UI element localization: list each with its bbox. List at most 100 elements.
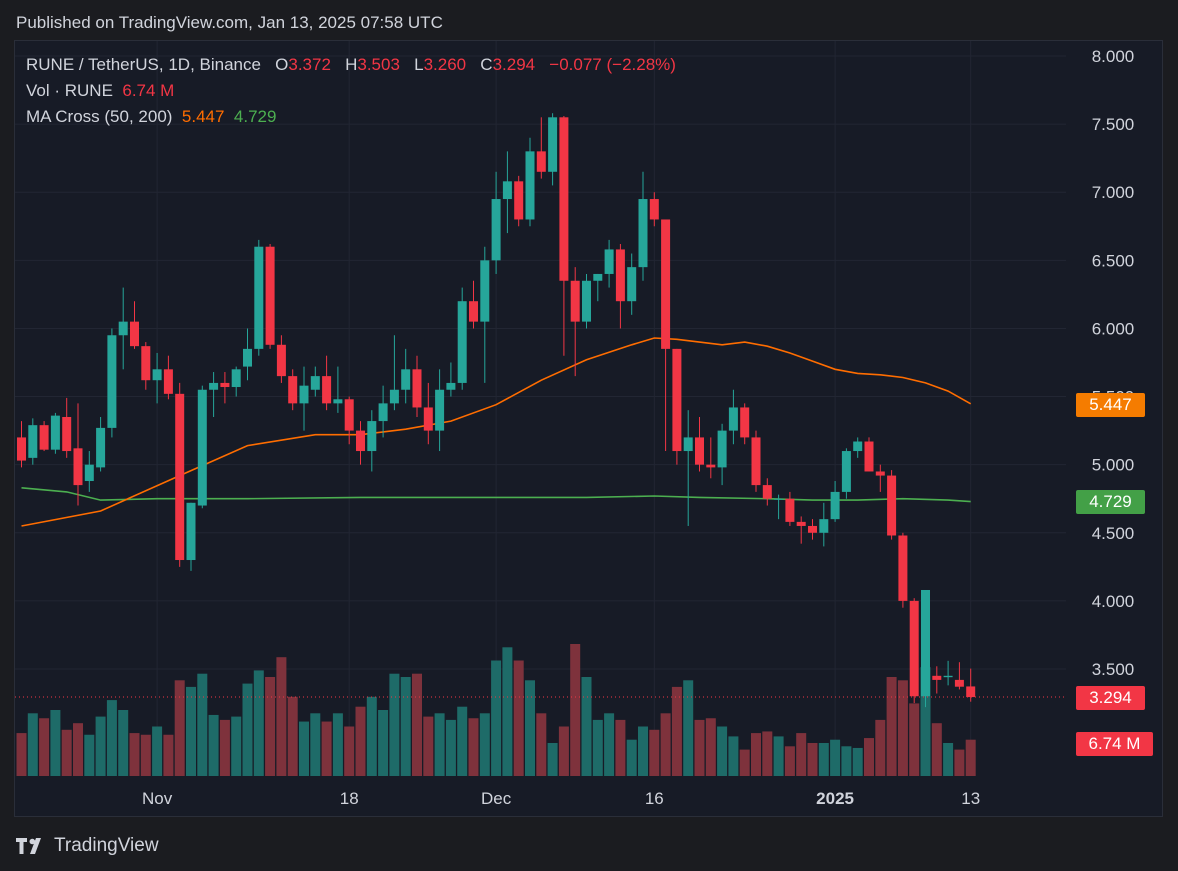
candle-body <box>525 151 535 220</box>
candle <box>310 366 320 397</box>
candle <box>299 366 309 431</box>
volume-bar <box>683 680 694 776</box>
candle <box>197 385 207 509</box>
candle <box>909 598 919 704</box>
volume-bar <box>626 739 637 776</box>
candle-body <box>830 491 840 520</box>
volume-bar <box>581 677 592 776</box>
candle-body <box>265 246 275 345</box>
volume-bar <box>378 710 389 776</box>
candle <box>570 267 580 377</box>
ma200-line <box>21 487 971 503</box>
volume-bar <box>536 713 547 776</box>
candle-body <box>898 535 908 601</box>
volume-bar <box>389 673 400 776</box>
candle-body <box>344 399 354 431</box>
volume-bar <box>27 713 38 776</box>
candle <box>830 481 840 522</box>
volume-bar <box>525 680 535 776</box>
candle-body <box>73 448 83 486</box>
candle-body <box>661 219 671 349</box>
y-tick-label: 3.500 <box>1092 660 1135 679</box>
candle <box>819 502 829 547</box>
volume-bar <box>73 723 83 776</box>
volume-bar <box>592 719 603 776</box>
legend-row-ma: MA Cross (50, 200) 5.447 4.729 <box>26 107 276 127</box>
x-tick-label: 16 <box>645 789 664 808</box>
candle <box>751 430 761 492</box>
candle-body <box>175 393 185 561</box>
candle-body <box>864 441 874 472</box>
ma50-badge: 5.447 <box>1076 393 1145 417</box>
candle <box>514 175 524 227</box>
candle <box>50 412 60 454</box>
symbol-label[interactable]: RUNE / TetherUS, 1D, Binance <box>26 55 261 74</box>
volume-bar <box>739 749 750 776</box>
volume-bar <box>332 713 343 776</box>
volume-bar <box>920 667 931 776</box>
volume-bar <box>84 734 95 776</box>
candle-body <box>514 181 524 220</box>
candle-body <box>943 675 953 678</box>
volume-bar <box>841 746 852 776</box>
ma-cross-label[interactable]: MA Cross (50, 200) <box>26 107 173 126</box>
candle-body <box>582 280 591 322</box>
candle <box>582 273 591 329</box>
volume-bar <box>129 733 140 776</box>
low-label: L <box>414 55 424 74</box>
volume-bar <box>728 736 739 776</box>
candle <box>525 137 535 227</box>
candle <box>728 389 738 445</box>
volume-bar <box>954 749 965 776</box>
candle-body <box>695 437 704 465</box>
candle <box>740 403 750 445</box>
candle <box>378 385 388 438</box>
volume-bar <box>265 677 276 776</box>
candle-body <box>909 600 919 697</box>
high-value: 3.503 <box>357 55 400 74</box>
candle-body <box>774 498 784 500</box>
candle <box>446 362 456 397</box>
candle-body <box>536 151 546 172</box>
volume-label[interactable]: Vol · RUNE <box>26 81 113 100</box>
tradingview-footer[interactable]: TradingView <box>16 835 159 857</box>
candle <box>615 243 625 329</box>
open-value: 3.372 <box>288 55 331 74</box>
volume-bar <box>751 733 761 776</box>
candle <box>627 253 637 315</box>
candle <box>841 448 851 499</box>
candle <box>107 328 117 438</box>
candle-body <box>751 437 761 486</box>
volume-bar <box>807 743 818 776</box>
y-tick-label: 7.000 <box>1092 183 1135 202</box>
candle-body <box>231 369 241 388</box>
candle-body <box>356 430 365 452</box>
candle <box>96 416 106 472</box>
candle-body <box>310 376 320 390</box>
candle-body <box>841 451 851 492</box>
candle-body <box>186 502 196 561</box>
candle <box>661 219 671 452</box>
candle <box>118 287 128 370</box>
candle-body <box>254 246 264 349</box>
candle <box>785 491 795 526</box>
candle-body <box>209 382 219 390</box>
candle <box>152 352 162 404</box>
candle-body <box>141 346 151 381</box>
candle <box>502 151 512 234</box>
candle-body <box>84 464 94 482</box>
volume-bar <box>310 713 321 776</box>
candle <box>73 403 83 506</box>
candle-body <box>446 382 456 390</box>
volume-bar <box>253 670 264 776</box>
volume-bar <box>445 719 456 776</box>
volume-bar <box>660 713 671 776</box>
candle <box>231 366 241 397</box>
candle <box>367 410 377 472</box>
volume-bar <box>491 660 502 776</box>
volume-bar <box>547 743 558 776</box>
candle <box>39 421 49 452</box>
candle-body <box>96 427 106 468</box>
volume-bar <box>276 657 287 776</box>
